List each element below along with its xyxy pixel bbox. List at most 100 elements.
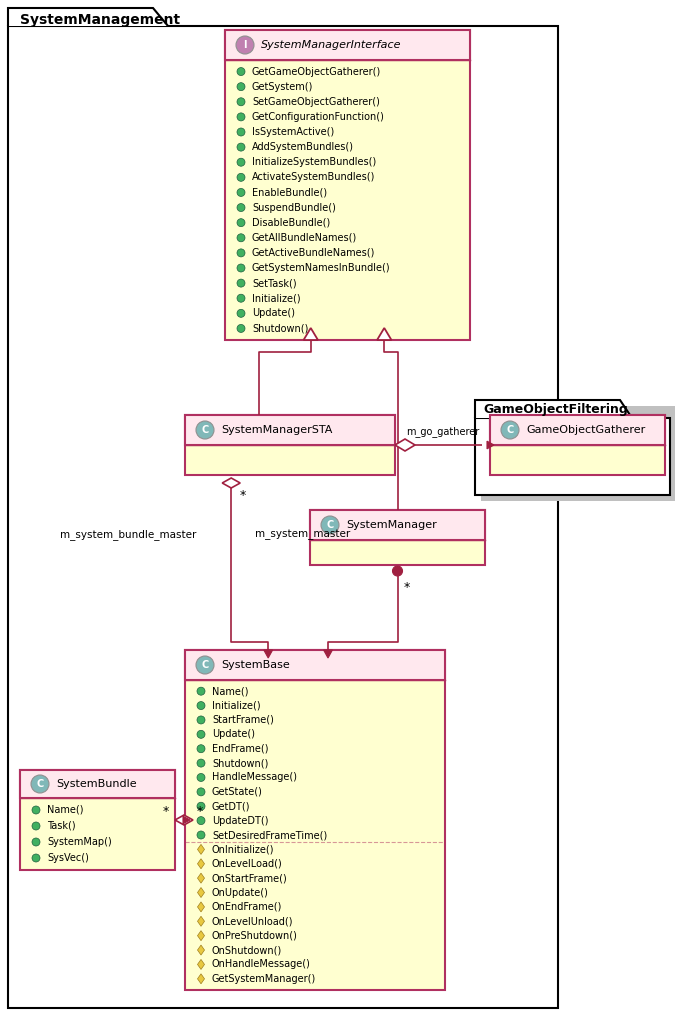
Circle shape [237,233,245,242]
Text: GameObjectGatherer: GameObjectGatherer [526,425,645,435]
Circle shape [32,822,40,830]
Text: m_go_gatherer: m_go_gatherer [406,426,479,437]
Text: OnInitialize(): OnInitialize() [212,845,275,854]
Circle shape [197,716,205,723]
Text: Shutdown(): Shutdown() [252,323,308,333]
Text: OnLevelUnload(): OnLevelUnload() [212,916,294,926]
Text: GetDT(): GetDT() [212,801,250,811]
Polygon shape [198,902,205,912]
Polygon shape [175,815,193,825]
Bar [185,415,395,475]
Polygon shape [198,859,205,869]
Circle shape [32,838,40,846]
Circle shape [197,731,205,739]
Polygon shape [198,960,205,969]
Text: Update(): Update() [252,309,295,318]
Polygon shape [304,328,318,340]
Circle shape [237,128,245,136]
Polygon shape [395,439,415,451]
Polygon shape [198,945,205,955]
Polygon shape [323,650,332,658]
Bar [225,30,470,340]
Circle shape [197,788,205,796]
Circle shape [197,832,205,839]
Circle shape [237,264,245,272]
Bar [481,406,675,501]
Polygon shape [198,916,205,926]
Text: OnHandleMessage(): OnHandleMessage() [212,960,311,969]
Circle shape [237,189,245,197]
Text: SuspendBundle(): SuspendBundle() [252,203,336,213]
Text: I: I [243,40,247,50]
Polygon shape [183,816,190,823]
Text: C: C [36,779,44,789]
Text: SystemManager: SystemManager [346,520,437,530]
Text: ActivateSystemBundles(): ActivateSystemBundles() [252,172,375,182]
Bar [185,650,445,990]
Circle shape [237,158,245,166]
Text: EndFrame(): EndFrame() [212,744,269,754]
Text: C: C [201,660,209,671]
Bar [225,30,470,60]
Circle shape [237,204,245,212]
Circle shape [237,294,245,303]
Text: AddSystemBundles(): AddSystemBundles() [252,142,354,152]
Circle shape [196,421,214,439]
Text: GetConfigurationFunction(): GetConfigurationFunction() [252,112,385,122]
Text: GetSystemNamesInBundle(): GetSystemNamesInBundle() [252,263,391,273]
Text: Shutdown(): Shutdown() [212,758,269,768]
Circle shape [197,745,205,753]
Bar [490,415,665,475]
Circle shape [237,83,245,91]
Circle shape [197,687,205,695]
Text: m_system_bundle_master: m_system_bundle_master [60,530,196,540]
Circle shape [501,421,519,439]
Text: GetSystemManager(): GetSystemManager() [212,974,317,983]
Text: InitializeSystemBundles(): InitializeSystemBundles() [252,157,376,167]
Text: GetState(): GetState() [212,787,263,797]
Circle shape [197,773,205,782]
Polygon shape [264,650,273,658]
Circle shape [237,310,245,317]
Text: OnShutdown(): OnShutdown() [212,945,282,955]
Circle shape [237,67,245,75]
Text: SetDesiredFrameTime(): SetDesiredFrameTime() [212,830,327,840]
Text: SystemMap(): SystemMap() [47,837,112,847]
Circle shape [237,98,245,106]
Text: GetAllBundleNames(): GetAllBundleNames() [252,232,357,243]
Bar [185,650,445,680]
Bar [475,418,670,495]
Text: SystemBundle: SystemBundle [56,779,136,789]
Text: m_system_master: m_system_master [255,530,350,540]
Text: IsSystemActive(): IsSystemActive() [252,127,334,137]
Text: SetTask(): SetTask() [252,278,296,288]
Bar [20,770,175,870]
Text: SysVec(): SysVec() [47,853,89,863]
Circle shape [32,854,40,862]
Circle shape [32,806,40,814]
Text: OnPreShutdown(): OnPreShutdown() [212,930,298,941]
Circle shape [197,759,205,767]
Text: Task(): Task() [47,821,76,832]
Circle shape [237,324,245,332]
Text: Initialize(): Initialize() [212,701,261,710]
Text: StartFrame(): StartFrame() [212,715,274,725]
Circle shape [321,516,339,534]
Text: HandleMessage(): HandleMessage() [212,772,297,783]
Text: OnEndFrame(): OnEndFrame() [212,902,282,912]
Text: SystemBase: SystemBase [221,660,290,671]
Text: Name(): Name() [47,805,84,815]
Circle shape [31,775,49,793]
Polygon shape [198,873,205,883]
Circle shape [197,701,205,709]
Text: OnLevelLoad(): OnLevelLoad() [212,859,283,869]
Circle shape [196,656,214,674]
Text: C: C [506,425,514,435]
Circle shape [237,249,245,257]
Text: *: * [163,805,169,818]
Polygon shape [222,478,240,488]
Polygon shape [377,328,392,340]
Text: GetGameObjectGatherer(): GetGameObjectGatherer() [252,66,381,76]
Circle shape [237,219,245,226]
Text: GameObjectFiltering: GameObjectFiltering [483,404,628,417]
